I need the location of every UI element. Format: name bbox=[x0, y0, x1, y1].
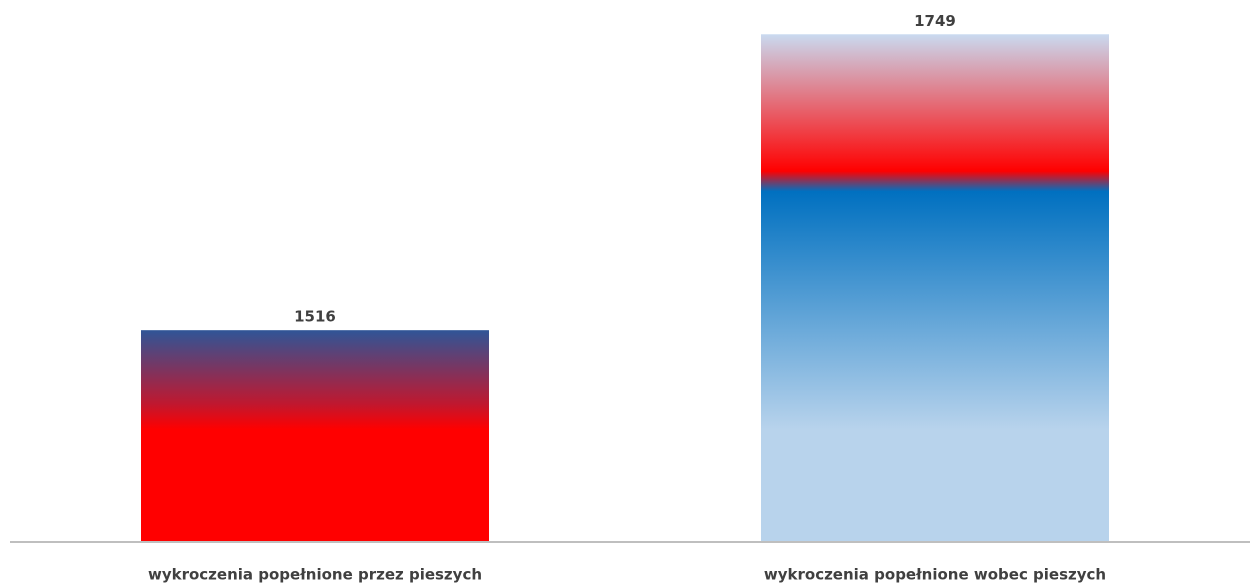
bar bbox=[141, 330, 489, 541]
bar bbox=[761, 34, 1109, 542]
x-tick-label: wykroczenia popełnione wobec pieszych bbox=[764, 566, 1106, 583]
value-label: 1749 bbox=[914, 12, 956, 30]
value-label: 1516 bbox=[294, 308, 336, 326]
x-tick-label: wykroczenia popełnione przez pieszych bbox=[148, 566, 482, 583]
